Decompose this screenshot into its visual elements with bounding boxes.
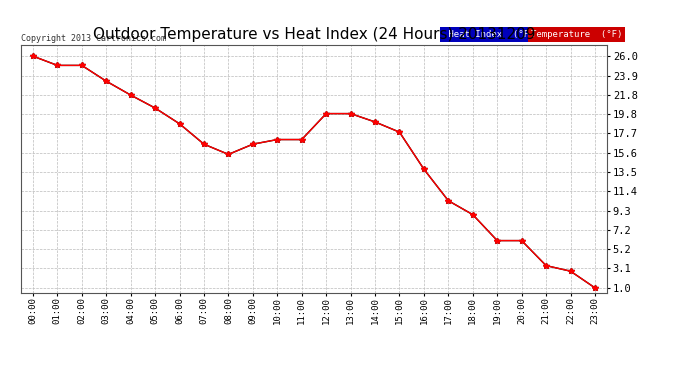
Text: Temperature  (°F): Temperature (°F)	[531, 30, 622, 39]
Title: Outdoor Temperature vs Heat Index (24 Hours) 20131209: Outdoor Temperature vs Heat Index (24 Ho…	[92, 27, 535, 42]
Text: Heat Index  (°F): Heat Index (°F)	[443, 30, 534, 39]
Text: Copyright 2013 Cartronics.com: Copyright 2013 Cartronics.com	[21, 33, 166, 42]
